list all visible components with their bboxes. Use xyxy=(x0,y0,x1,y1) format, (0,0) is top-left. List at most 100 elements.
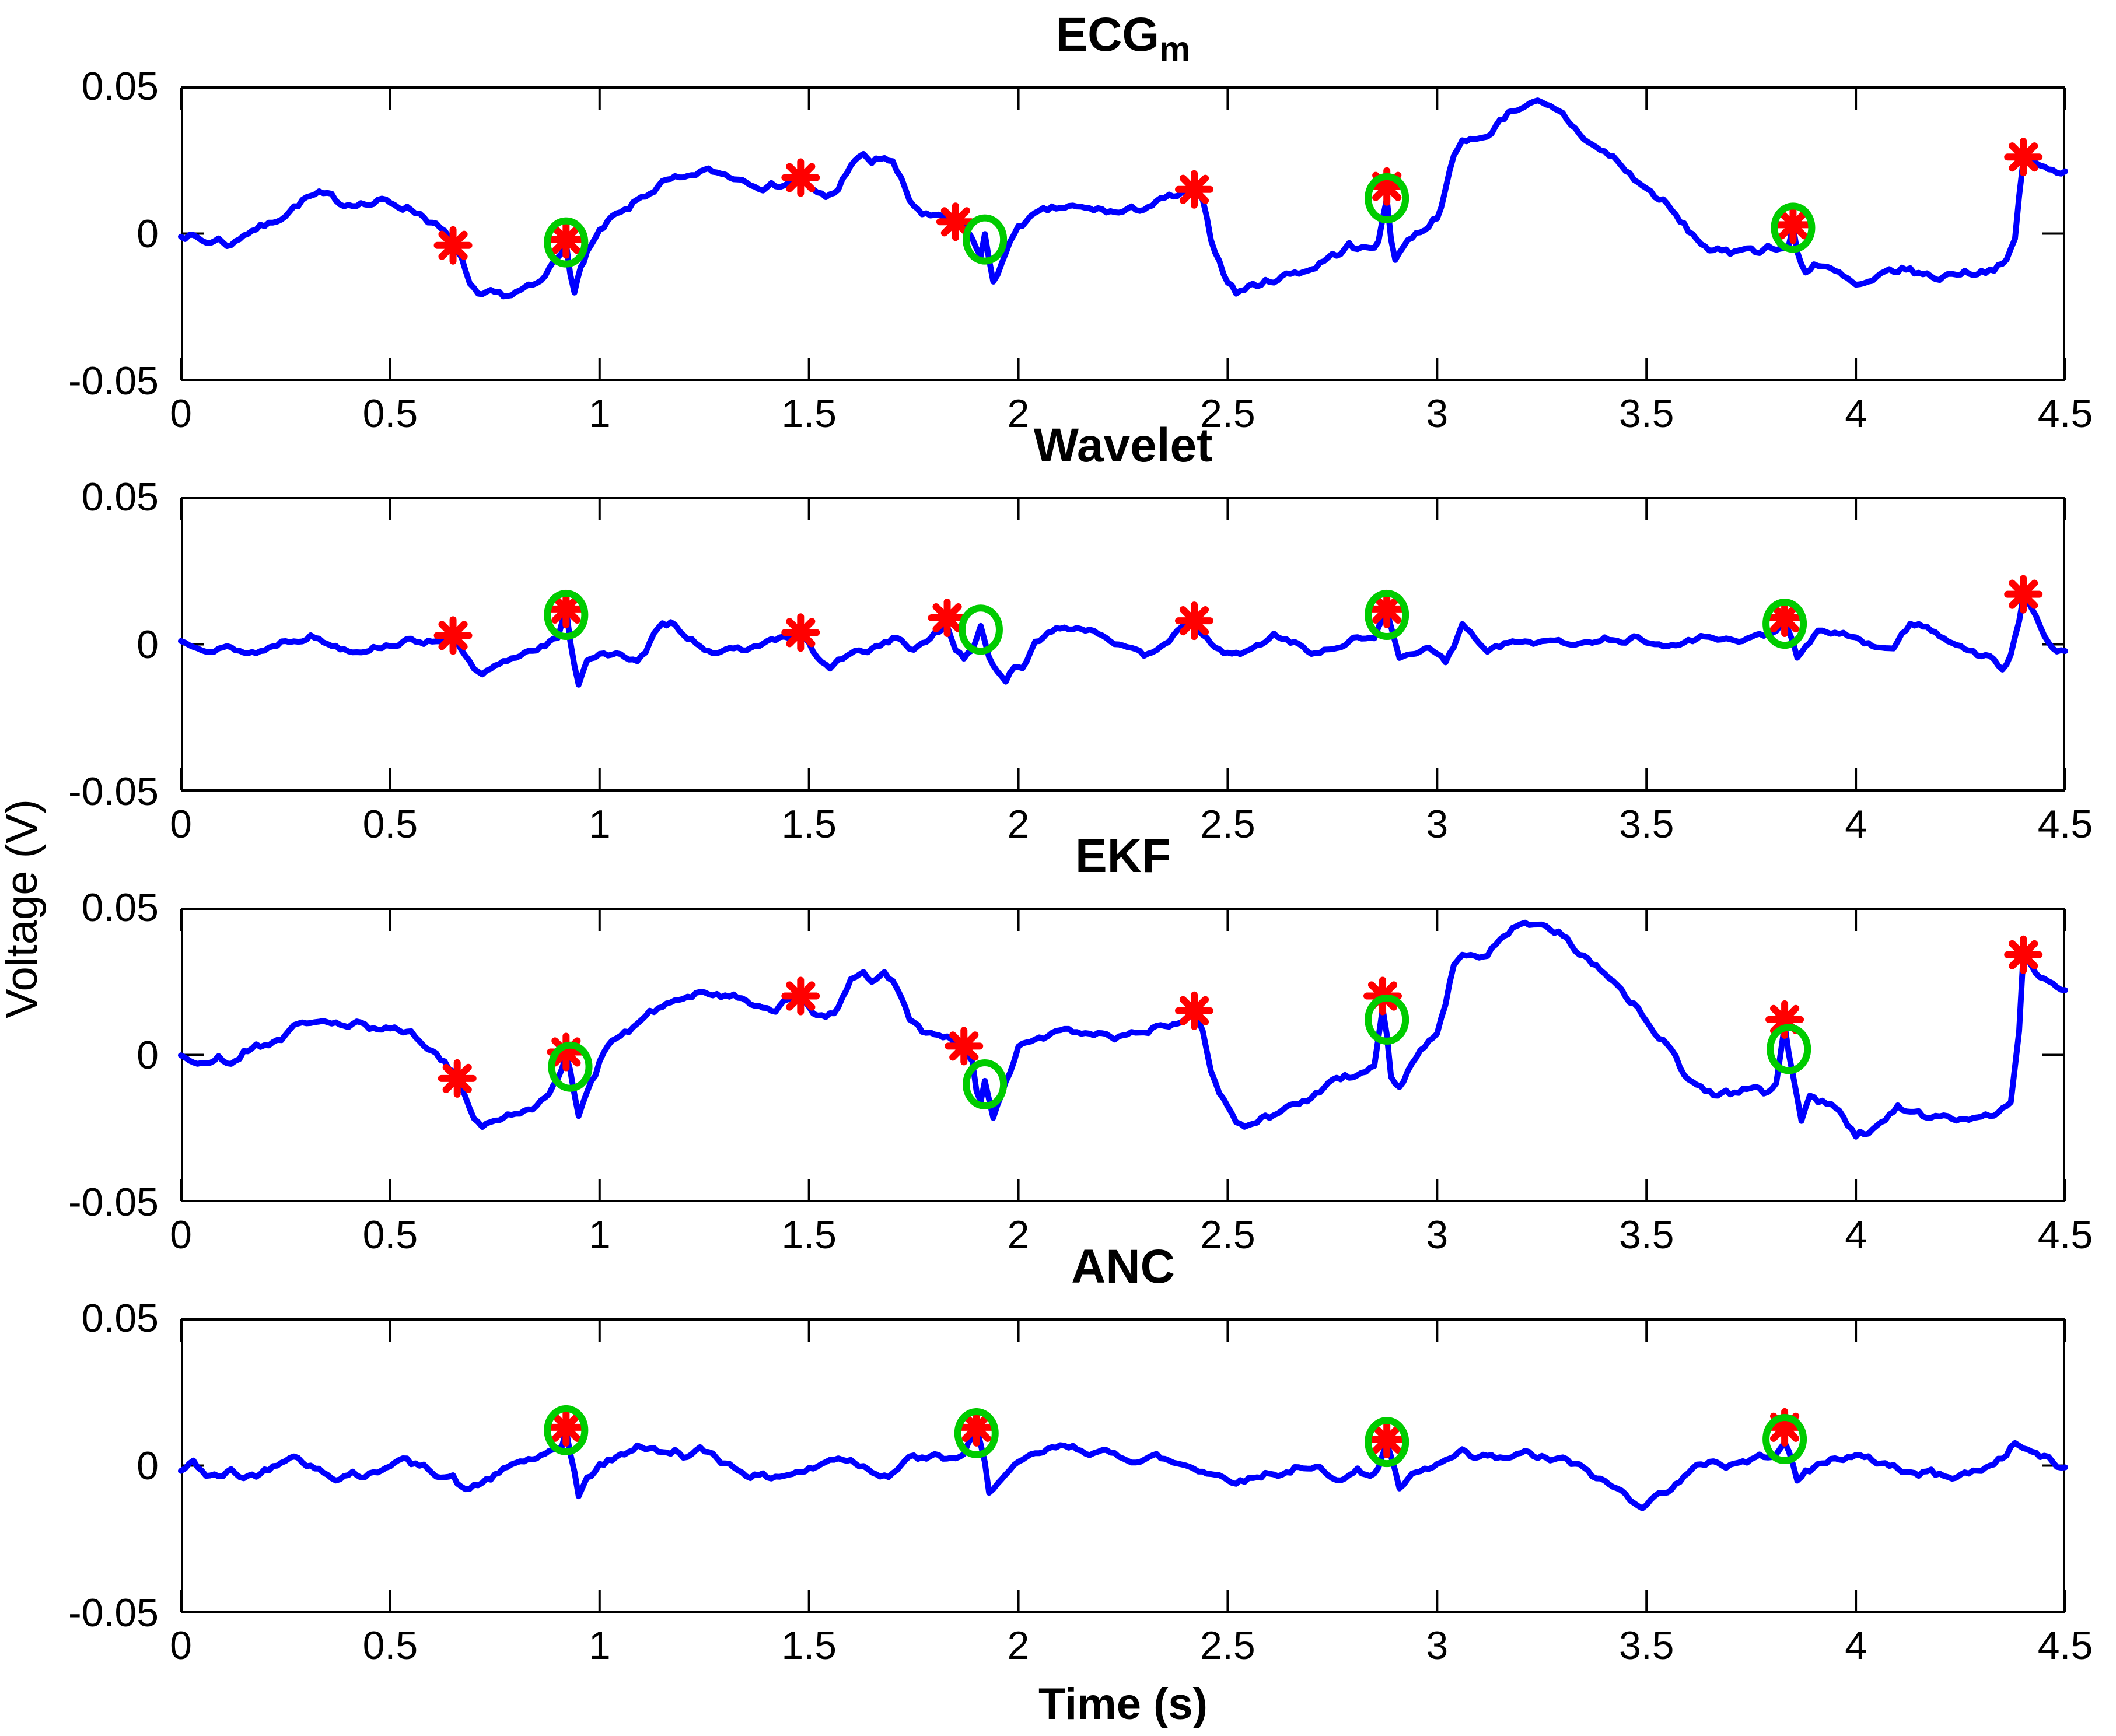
green-circle-marker xyxy=(958,604,1003,655)
x-tick-label: 1 xyxy=(588,1623,611,1668)
asterisk-spoke xyxy=(442,1063,472,1093)
x-tick-label: 3 xyxy=(1426,391,1449,436)
x-axis-label: Time (s) xyxy=(1038,1679,1208,1729)
red-asterisk-marker xyxy=(547,589,586,628)
red-asterisk-marker xyxy=(547,1408,586,1447)
green-circle-marker xyxy=(963,1059,1008,1110)
anc-denoised-signal-trace xyxy=(178,1424,2068,1511)
x-tick-label: 3.5 xyxy=(1618,1213,1674,1257)
red-asterisk-marker xyxy=(928,598,967,638)
x-tick-label: 2 xyxy=(1007,1213,1030,1257)
red-asterisk-marker xyxy=(1774,205,1813,244)
x-tick-label: 2 xyxy=(1007,1623,1030,1668)
x-tick-label: 2.5 xyxy=(1200,802,1255,846)
green-circle-marker xyxy=(544,1405,589,1455)
x-tick-label: 1 xyxy=(588,391,611,436)
x-tick-label: 1.5 xyxy=(781,391,837,436)
plot-area-wavelet xyxy=(178,497,2068,792)
red-asterisk-marker xyxy=(2004,935,2043,974)
x-tick-label: 4.5 xyxy=(2037,391,2093,436)
axes-box xyxy=(181,1318,2065,1613)
red-asterisk-marker xyxy=(433,616,473,655)
plot-area-ecgm xyxy=(178,86,2068,381)
asterisk-spoke xyxy=(1372,1424,1402,1454)
red-asterisk-marker xyxy=(781,158,820,197)
asterisk-spoke xyxy=(786,618,816,648)
y-tick-label: -0.05 xyxy=(68,769,159,814)
asterisk-spoke xyxy=(2009,142,2038,172)
subplot-title-anc: ANC xyxy=(181,1238,2065,1296)
subplot-title-wavelet: Wavelet xyxy=(181,416,2065,475)
x-tick-label: 3 xyxy=(1426,1623,1449,1668)
green-circle-marker xyxy=(1762,1414,1807,1465)
red-asterisk-marker xyxy=(957,1408,996,1447)
x-tick-label: 3.5 xyxy=(1618,391,1674,436)
green-circle-marker xyxy=(548,1041,593,1092)
x-tick-label: 4 xyxy=(1845,1623,1867,1668)
red-asterisk-marker xyxy=(2004,138,2043,177)
y-tick-label: -0.05 xyxy=(68,1591,159,1635)
y-tick-label: 0 xyxy=(137,622,159,667)
x-tick-label: 1.5 xyxy=(781,1623,837,1668)
x-tick-label: 4 xyxy=(1845,802,1867,846)
red-asterisk-marker xyxy=(1367,589,1407,628)
y-tick-label: -0.05 xyxy=(68,359,159,403)
subplot-title-ecgm-subscript: m xyxy=(1159,29,1191,69)
asterisk-spoke xyxy=(1179,996,1209,1026)
plot-area-anc xyxy=(178,1318,2068,1613)
red-asterisk-marker xyxy=(547,220,586,259)
asterisk-spoke xyxy=(961,1412,991,1442)
x-tick-label: 1 xyxy=(588,1213,611,1257)
y-tick-label: 0.05 xyxy=(81,475,159,519)
asterisk-spoke xyxy=(940,207,970,237)
x-tick-label: 4.5 xyxy=(2037,1623,2093,1668)
green-circle-marker xyxy=(1365,1417,1409,1468)
x-tick-label: 3.5 xyxy=(1618,802,1674,846)
asterisk-spoke xyxy=(551,225,581,254)
x-tick-label: 3 xyxy=(1426,1213,1449,1257)
green-circle-marker xyxy=(1767,1024,1811,1074)
green-circle-marker xyxy=(544,217,589,268)
ekf-denoised-signal-trace xyxy=(178,919,2068,1140)
x-tick-label: 4 xyxy=(1845,391,1867,436)
red-asterisk-marker xyxy=(438,1059,477,1098)
green-circle-marker xyxy=(1365,173,1409,223)
green-circle-marker xyxy=(1365,590,1409,640)
green-circle-marker xyxy=(1762,598,1807,649)
x-tick-label: 4 xyxy=(1845,1213,1867,1257)
green-circle-marker xyxy=(954,1408,999,1458)
green-circle-marker xyxy=(1365,994,1409,1045)
x-tick-label: 2.5 xyxy=(1200,1213,1255,1257)
subplot-title-ecgm-text: ECG xyxy=(1055,8,1160,61)
asterisk-spoke xyxy=(786,163,816,192)
green-circle-marker xyxy=(544,590,589,640)
asterisk-spoke xyxy=(1769,1005,1800,1034)
x-tick-label: 2 xyxy=(1007,802,1030,846)
subplot-title-ekf-text: EKF xyxy=(1075,830,1171,883)
green-circle-marker xyxy=(963,214,1008,265)
x-tick-label: 4.5 xyxy=(2037,802,2093,846)
x-tick-label: 3 xyxy=(1426,802,1449,846)
x-tick-label: 0.5 xyxy=(362,1213,418,1257)
x-tick-label: 2.5 xyxy=(1200,1623,1255,1668)
red-asterisk-marker xyxy=(1765,598,1804,638)
green-circle-marker xyxy=(1771,202,1816,253)
asterisk-spoke xyxy=(932,603,962,633)
red-asterisk-marker xyxy=(433,226,473,265)
red-asterisk-marker xyxy=(1175,601,1214,640)
x-tick-label: 2.5 xyxy=(1200,391,1255,436)
x-tick-label: 0 xyxy=(170,802,192,846)
asterisk-spoke xyxy=(1769,603,1800,633)
red-asterisk-marker xyxy=(1175,170,1214,209)
x-tick-label: 0.5 xyxy=(362,802,418,846)
asterisk-spoke xyxy=(551,594,581,624)
asterisk-spoke xyxy=(438,621,468,650)
asterisk-spoke xyxy=(1372,594,1402,624)
asterisk-spoke xyxy=(2009,940,2038,970)
subplot-title-ecgm: ECGm xyxy=(181,6,2065,68)
asterisk-spoke xyxy=(438,230,468,260)
plot-area-ekf xyxy=(178,908,2068,1202)
x-tick-label: 0 xyxy=(170,1213,192,1257)
red-asterisk-marker xyxy=(1367,1420,1407,1459)
